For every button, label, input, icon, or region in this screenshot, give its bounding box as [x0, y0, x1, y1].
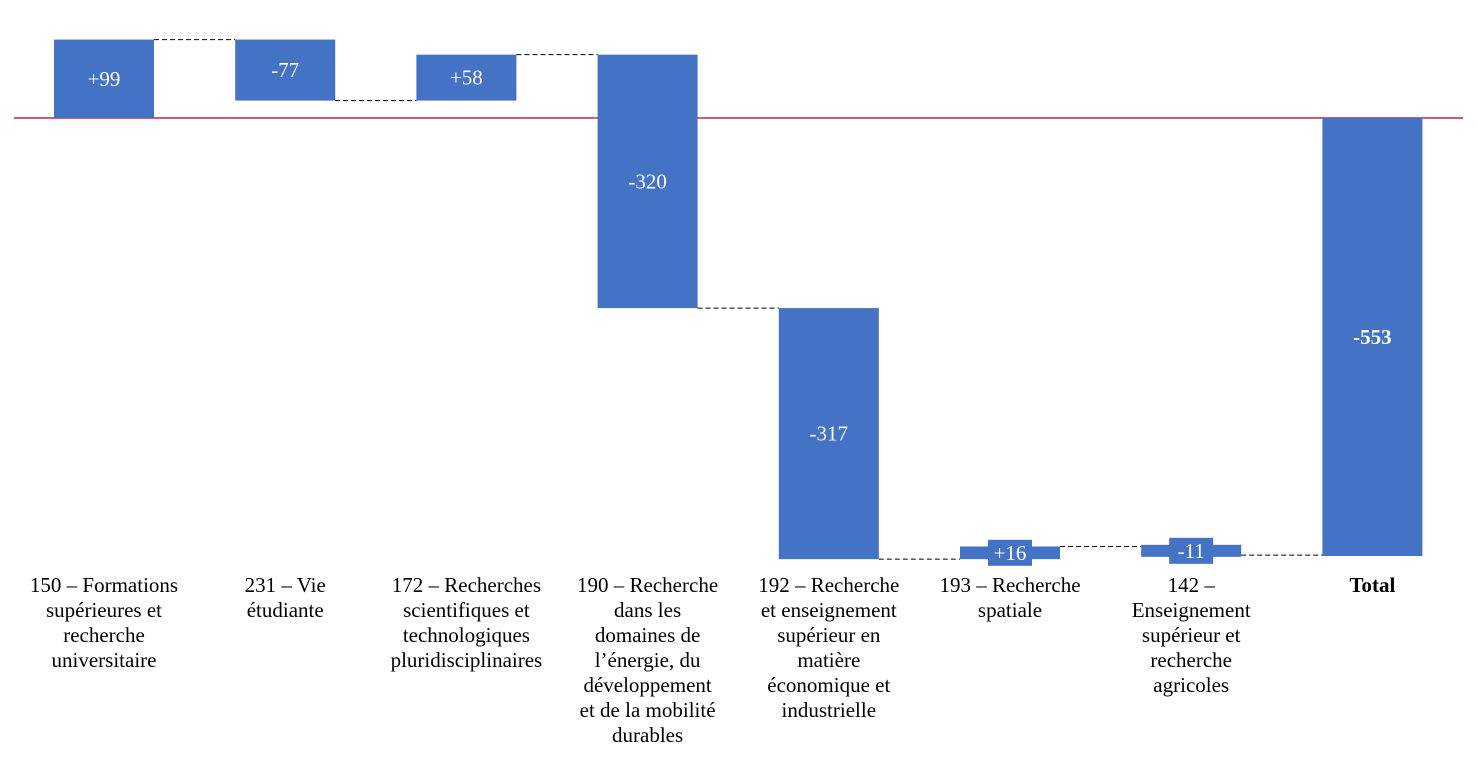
category-label-line: et enseignement: [761, 598, 897, 622]
category-label: 172 – Recherches scientifiques et technolo…: [391, 573, 543, 672]
category-label-line: technologiques: [403, 623, 530, 647]
category-label-line: dans les: [614, 598, 681, 622]
bar: [778, 308, 879, 560]
category-label-line: recherche: [1150, 648, 1232, 672]
category-label-line: universitaire: [52, 648, 157, 672]
category-label-line: économique et: [767, 673, 890, 697]
category-label-line: Total: [1349, 573, 1395, 597]
category-label-line: 172 – Recherches: [392, 573, 541, 597]
category-label-line: industrielle: [782, 698, 876, 722]
data-label: -77: [271, 58, 299, 82]
category-label-line: Enseignement: [1132, 598, 1251, 622]
category-label-line: 231 – Vie: [245, 573, 326, 597]
data-label: +58: [450, 66, 483, 90]
category-label-line: durables: [612, 723, 683, 747]
data-label: -11: [1178, 539, 1205, 563]
category-label-line: l’énergie, du: [595, 648, 701, 672]
data-label: -320: [628, 169, 667, 193]
category-label-line: développement: [583, 673, 711, 697]
data-label: +16: [994, 541, 1027, 565]
category-label-line: matière: [797, 648, 860, 672]
category-label-line: domaines de: [595, 623, 701, 647]
category-label-line: scientifiques et: [403, 598, 530, 622]
category-label: 192 – Recherche et enseignement supérieur …: [758, 573, 899, 722]
category-label-line: et de la mobilité: [580, 698, 716, 722]
category-label: 193 – Recherche spatiale: [939, 573, 1080, 622]
category-label-line: étudiante: [247, 598, 324, 622]
category-label-line: 193 – Recherche: [939, 573, 1080, 597]
category-label-line: supérieures et: [46, 598, 162, 622]
category-label: 190 – Recherche dans les domaines de l’éner…: [577, 573, 718, 747]
data-label: -317: [810, 422, 849, 446]
category-label-line: supérieur en: [777, 623, 881, 647]
data-label-box: [988, 539, 1032, 566]
category-label-line: 190 – Recherche: [577, 573, 718, 597]
category-label-line: recherche: [63, 623, 145, 647]
category-label-line: 192 – Recherche: [758, 573, 899, 597]
category-label-line: spatiale: [978, 598, 1042, 622]
bar: [1322, 118, 1423, 556]
data-label: -553: [1353, 325, 1392, 349]
bar: [597, 54, 698, 309]
data-label-box: [1169, 537, 1214, 564]
category-label: 142 – Enseignement supérieur et recherche ag…: [1132, 573, 1251, 697]
bar: [54, 39, 154, 119]
category-label-line: 142 –: [1168, 573, 1216, 597]
category-label: 150 – Formations supérieures et recherche u…: [30, 573, 178, 672]
category-label-line: 150 – Formations: [30, 573, 178, 597]
category-label-line: agricoles: [1153, 673, 1229, 697]
category-label: 231 – Vie étudiante: [245, 573, 326, 622]
bar: [235, 39, 336, 101]
category-label-line: pluridisciplinaires: [391, 648, 543, 672]
category-label: Total: [1349, 573, 1395, 597]
bar: [416, 54, 517, 101]
category-label-line: supérieur et: [1142, 623, 1241, 647]
data-label: +99: [88, 67, 121, 91]
